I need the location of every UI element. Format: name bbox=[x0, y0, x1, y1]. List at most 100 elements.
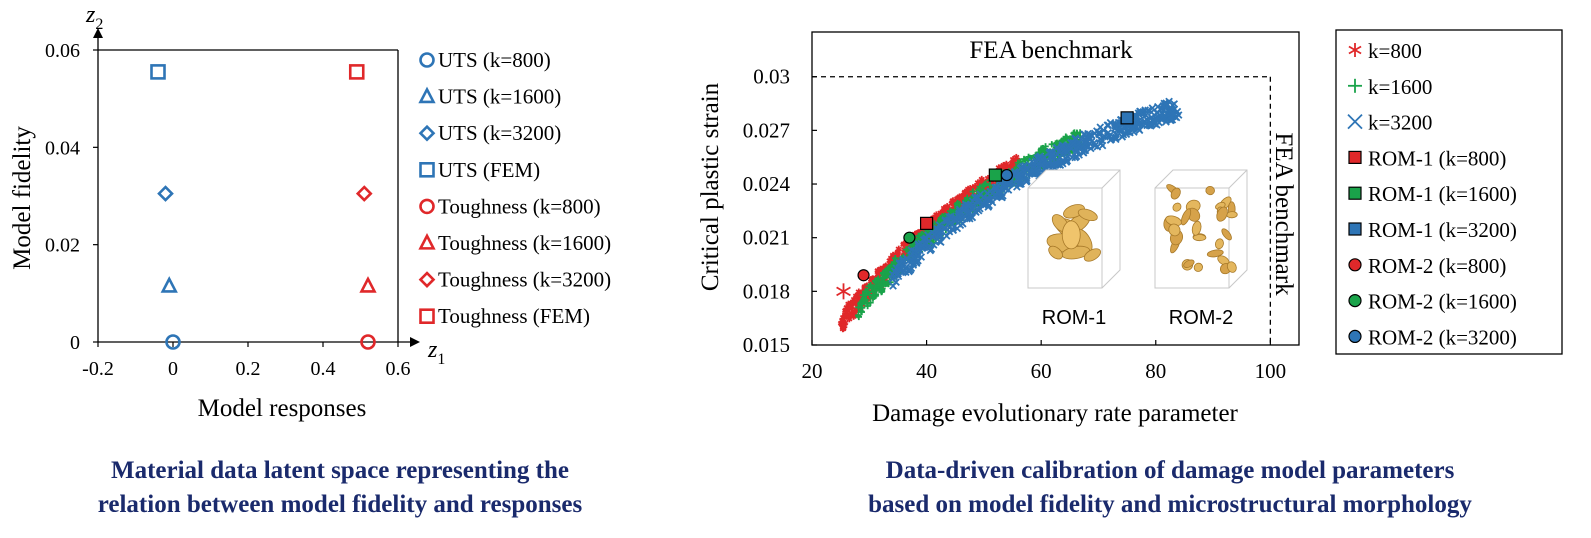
legend-label: ROM-1 (k=1600) bbox=[1368, 182, 1517, 206]
data-point bbox=[150, 64, 166, 80]
data-point bbox=[360, 334, 376, 350]
legend-label: k=3200 bbox=[1368, 111, 1432, 135]
band-mark bbox=[958, 214, 966, 223]
band-mark bbox=[867, 299, 874, 306]
x-tick-label: 60 bbox=[1031, 359, 1052, 383]
band-mark bbox=[954, 212, 963, 221]
band-mark bbox=[860, 294, 868, 302]
band-mark bbox=[1067, 144, 1075, 153]
band-mark bbox=[1008, 159, 1016, 167]
band-mark bbox=[1093, 142, 1102, 151]
rom-points bbox=[836, 111, 1134, 300]
x-tick-label: 0.2 bbox=[236, 358, 261, 380]
caption-right-line-2: based on model fidelity and microstructu… bbox=[868, 491, 1472, 518]
legend-label: UTS (k=800) bbox=[438, 48, 551, 72]
caption-right: Data-driven calibration of damage model … bbox=[760, 454, 1580, 522]
y-axis-title: Critical plastic strain bbox=[697, 82, 724, 291]
band-mark bbox=[879, 274, 887, 281]
legend-marker bbox=[1348, 78, 1362, 93]
legend-label: UTS (k=1600) bbox=[438, 85, 561, 109]
band-mark bbox=[875, 275, 882, 282]
y-tick-label: 0.03 bbox=[753, 65, 790, 89]
band-mark bbox=[947, 218, 955, 227]
band-mark bbox=[1004, 186, 1013, 194]
inset-label: ROM-1 bbox=[1042, 307, 1106, 329]
band-mark bbox=[942, 232, 951, 240]
x-tick-label: 80 bbox=[1145, 359, 1166, 383]
legend-left: UTS (k=800) UTS (k=1600) UTS (k=3200) UTS (… bbox=[418, 48, 611, 328]
benchmark-label-vertical: FEA benchmark bbox=[1270, 132, 1297, 296]
legend-marker bbox=[1348, 258, 1362, 272]
band-mark bbox=[941, 217, 950, 225]
band-mark bbox=[1063, 152, 1072, 161]
band-mark bbox=[1085, 131, 1094, 140]
band-mark bbox=[879, 285, 886, 292]
band-mark bbox=[1174, 111, 1183, 119]
band-mark bbox=[922, 234, 931, 243]
band-mark bbox=[858, 308, 866, 316]
rom-point bbox=[988, 168, 1002, 182]
legend-marker bbox=[418, 233, 436, 250]
legend-label: ROM-2 (k=1600) bbox=[1368, 290, 1517, 314]
band-mark bbox=[905, 267, 914, 275]
band-mark bbox=[1114, 125, 1122, 134]
band-mark bbox=[892, 278, 900, 287]
band-mark bbox=[1039, 147, 1046, 154]
legend-marker bbox=[419, 162, 435, 178]
x-axis-symbol: z1 bbox=[427, 337, 445, 368]
caption-right-line-1: Data-driven calibration of damage model … bbox=[885, 457, 1455, 484]
y-tick-label: 0.04 bbox=[45, 137, 80, 159]
x-axis-title: Model responses bbox=[198, 395, 367, 422]
band-mark bbox=[973, 205, 981, 213]
band-mark bbox=[1103, 121, 1112, 130]
legend-marker bbox=[1347, 113, 1363, 130]
legend-label: k=800 bbox=[1368, 39, 1422, 63]
legend-label: ROM-2 (k=800) bbox=[1368, 254, 1506, 278]
band-mark bbox=[1159, 102, 1168, 110]
band-mark bbox=[1072, 152, 1081, 161]
x-tick-label: 0 bbox=[168, 358, 178, 380]
band-mark bbox=[933, 225, 942, 233]
y-tick-label: 0.06 bbox=[45, 40, 80, 62]
band-mark bbox=[1110, 133, 1119, 142]
band-mark bbox=[857, 299, 865, 306]
y-tick-label: 0.015 bbox=[743, 333, 790, 357]
legend-marker bbox=[1348, 222, 1362, 236]
band-mark bbox=[1168, 112, 1176, 121]
data-point bbox=[348, 64, 365, 80]
band-mark bbox=[1079, 148, 1088, 157]
legend-marker bbox=[1348, 329, 1362, 343]
band-mark bbox=[1016, 177, 1024, 185]
band-mark bbox=[1083, 138, 1091, 146]
band-mark bbox=[1086, 144, 1095, 153]
y-tick-label: 0.02 bbox=[45, 235, 80, 257]
band-mark bbox=[956, 221, 965, 230]
band-mark bbox=[1022, 177, 1031, 186]
band-mark bbox=[878, 278, 885, 285]
band-mark bbox=[1042, 160, 1051, 169]
legend-marker bbox=[419, 308, 435, 325]
band-mark bbox=[1022, 157, 1029, 164]
rom-point bbox=[857, 269, 870, 282]
legend-label: Toughness (k=3200) bbox=[438, 268, 611, 292]
band-mark bbox=[902, 254, 911, 263]
rom-point bbox=[903, 231, 916, 244]
scatter-bands bbox=[837, 97, 1183, 333]
band-mark bbox=[863, 288, 870, 295]
chart-right: 20 40 60 80 100 0.015 0.018 0.021 0.024 0.027 0.03… bbox=[697, 29, 1563, 427]
legend-right: k=800 k=1600 k=3200 ROM-1 (k=800) ROM-1 (k=1… bbox=[1335, 29, 1563, 355]
y-tick-label: 0.027 bbox=[743, 118, 790, 142]
band-mark bbox=[1069, 141, 1077, 149]
band-mark bbox=[1112, 133, 1120, 142]
band-mark bbox=[997, 193, 1006, 201]
band-mark bbox=[923, 244, 932, 252]
x-tick-label: 20 bbox=[802, 359, 823, 383]
legend-marker bbox=[1348, 294, 1362, 308]
legend-marker bbox=[418, 124, 436, 142]
band-mark bbox=[983, 189, 992, 198]
band-mark bbox=[940, 224, 948, 232]
band-mark bbox=[969, 188, 977, 195]
band-mark bbox=[1069, 139, 1078, 148]
band-mark bbox=[971, 193, 979, 202]
